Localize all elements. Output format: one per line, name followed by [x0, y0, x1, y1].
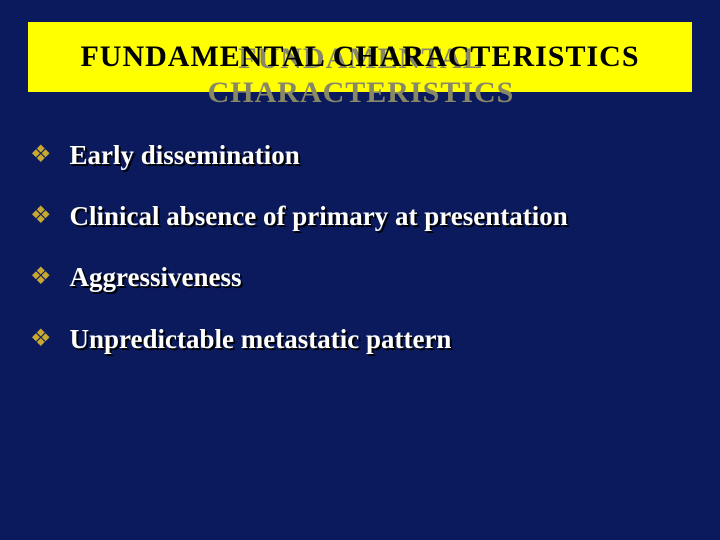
slide-container: FUNDAMENTAL CHARACTERISTICS FUNDAMENTAL …: [0, 0, 720, 540]
bullet-text: Clinical absence of primary at presentat…: [70, 201, 568, 231]
list-item: ❖ Clinical absence of primary at present…: [30, 201, 720, 232]
bullet-list: ❖ Early dissemination Early disseminatio…: [0, 140, 720, 355]
diamond-icon: ❖: [30, 140, 52, 171]
bullet-text-wrap: Aggressiveness Aggressiveness: [70, 262, 242, 293]
bullet-text-wrap: Clinical absence of primary at presentat…: [70, 201, 568, 232]
slide-title: FUNDAMENTAL CHARACTERISTICS: [80, 40, 639, 73]
title-wrap: FUNDAMENTAL CHARACTERISTICS FUNDAMENTAL …: [80, 40, 639, 74]
list-item: ❖ Aggressiveness Aggressiveness: [30, 262, 720, 293]
diamond-icon: ❖: [30, 324, 52, 355]
bullet-text-wrap: Unpredictable metastatic pattern Unpredi…: [70, 324, 452, 355]
bullet-text: Unpredictable metastatic pattern: [70, 324, 452, 354]
title-box: FUNDAMENTAL CHARACTERISTICS FUNDAMENTAL …: [28, 22, 692, 92]
list-item: ❖ Early dissemination Early disseminatio…: [30, 140, 720, 171]
bullet-text: Aggressiveness: [70, 262, 242, 292]
list-item: ❖ Unpredictable metastatic pattern Unpre…: [30, 324, 720, 355]
diamond-icon: ❖: [30, 262, 52, 293]
bullet-text-wrap: Early dissemination Early dissemination: [70, 140, 300, 171]
diamond-icon: ❖: [30, 201, 52, 232]
bullet-text: Early dissemination: [70, 140, 300, 170]
